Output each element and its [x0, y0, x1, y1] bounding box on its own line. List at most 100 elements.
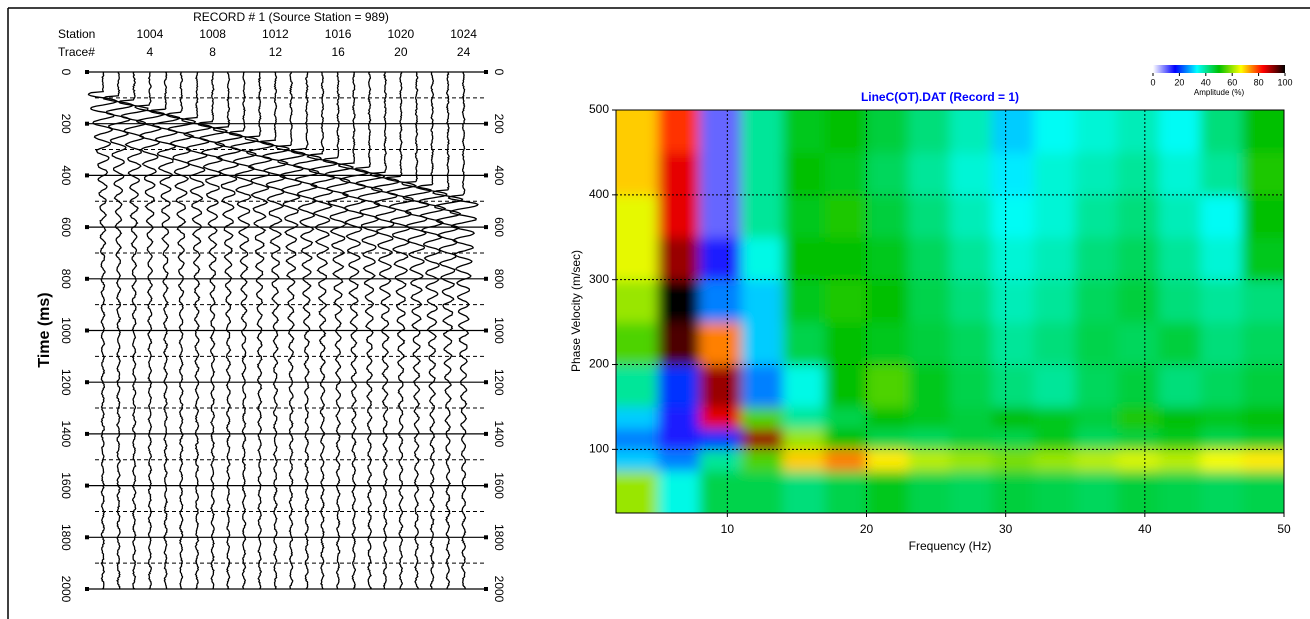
trace [384, 71, 418, 590]
heatmap-cell [616, 406, 659, 429]
heatmap-cell [616, 110, 659, 153]
heatmap-cell [1075, 237, 1118, 281]
heatmap-cell [950, 322, 993, 366]
trace [275, 71, 306, 590]
heatmap-cell [991, 470, 1034, 513]
y-tick-label: 1000 [492, 317, 506, 344]
x-tick-label: 20 [394, 45, 408, 59]
heatmap-cell [1242, 428, 1284, 450]
tick-mark [85, 173, 89, 178]
colorbar-tick-label: 80 [1254, 77, 1264, 87]
heatmap-cell [1117, 322, 1160, 366]
heatmap-cell [616, 237, 659, 281]
x-axis-label: Frequency (Hz) [909, 539, 992, 553]
heatmap-cell [1200, 322, 1243, 366]
heatmap-cell [991, 110, 1034, 153]
station-label: 1024 [450, 27, 477, 41]
heatmap-cell [741, 470, 784, 513]
heatmap-cell [1158, 449, 1201, 472]
tick-mark [85, 121, 89, 126]
heatmap-cell [866, 470, 909, 513]
tick-mark [85, 483, 89, 488]
heatmap-cell [908, 470, 951, 513]
heatmap-cell [908, 152, 951, 196]
trace [260, 71, 290, 590]
heatmap-cell [950, 152, 993, 196]
colorbar-tick-label: 0 [1150, 77, 1155, 87]
heatmap-cell [1242, 470, 1284, 513]
heatmap-cell [1033, 110, 1076, 153]
heatmap-cell [1158, 428, 1201, 450]
heatmap-cell [866, 428, 909, 450]
heatmap-cell [1075, 152, 1118, 196]
y-tick-label: 1600 [59, 472, 73, 499]
trace [87, 71, 118, 590]
heatmap-cell [616, 428, 659, 450]
heatmap-cell [1158, 194, 1201, 238]
trace [148, 71, 181, 590]
heatmap-cell [783, 322, 826, 366]
trace [338, 71, 370, 590]
heatmap-cell [1033, 406, 1076, 429]
tick-mark [484, 70, 488, 74]
trace [369, 71, 401, 589]
heatmap-cell [741, 449, 784, 472]
x-tick-label: 40 [1138, 522, 1152, 536]
trace [322, 71, 355, 590]
heatmap-cell [1158, 406, 1201, 429]
heatmap-cell [741, 237, 784, 281]
heatmap-cell [1075, 322, 1118, 366]
heatmap-cell [741, 279, 784, 323]
y-tick-label: 500 [589, 102, 609, 116]
heatmap-cell [783, 237, 826, 281]
heatmap-cell [1033, 470, 1076, 513]
heatmap-cell [1242, 322, 1284, 366]
colorbar-tick-label: 100 [1277, 77, 1292, 87]
y-tick-label: 400 [492, 165, 506, 185]
heatmap-cell [908, 237, 951, 281]
heatmap-cell [866, 194, 909, 238]
heatmap-cell [699, 449, 742, 472]
heatmap-cell [824, 449, 867, 472]
heatmap-cell [1033, 152, 1076, 196]
tick-mark [85, 535, 89, 540]
tick-mark [484, 173, 488, 178]
heatmap-cell [1200, 279, 1243, 323]
heatmap-cell [908, 406, 951, 429]
y-tick-label: 1400 [59, 421, 73, 448]
trace [306, 71, 338, 590]
heatmap-cell [1075, 110, 1118, 153]
heatmap-cell [991, 237, 1034, 281]
trace [213, 71, 243, 590]
heatmap-cell [741, 110, 784, 153]
heatmap-cell [699, 428, 742, 450]
x-tick-label: 24 [457, 45, 471, 59]
x-tick-label: 30 [999, 522, 1013, 536]
heatmap-cell [1242, 110, 1284, 153]
heatmap-cell [824, 110, 867, 153]
heatmap-cell [908, 428, 951, 450]
heatmap-cell [783, 152, 826, 196]
heatmap-cell [783, 364, 826, 408]
heatmap-cell [616, 364, 659, 408]
tick-mark [484, 431, 488, 436]
heatmap-cell [908, 449, 951, 472]
x-tick-label: 8 [209, 45, 216, 59]
y-tick-label: 2000 [492, 576, 506, 603]
heatmap-cell [657, 279, 700, 323]
plot-frame [615, 109, 1285, 514]
heatmap-cell [991, 322, 1034, 366]
y-tick-label: 100 [589, 442, 609, 456]
heatmap-cell [1117, 110, 1160, 153]
y-tick-label: 1800 [492, 524, 506, 551]
y-tick-label: 600 [59, 217, 73, 237]
heatmap-cell [1033, 428, 1076, 450]
heatmap-cell [950, 364, 993, 408]
chart-title: RECORD # 1 (Source Station = 989) [193, 10, 389, 24]
heatmap-cell [783, 449, 826, 472]
heatmap-cells [616, 110, 1284, 513]
y-axis-label: Time (ms) [36, 292, 53, 367]
heatmap-cell [1242, 237, 1284, 281]
heatmap-cell [657, 470, 700, 513]
heatmap-cell [1200, 110, 1243, 153]
